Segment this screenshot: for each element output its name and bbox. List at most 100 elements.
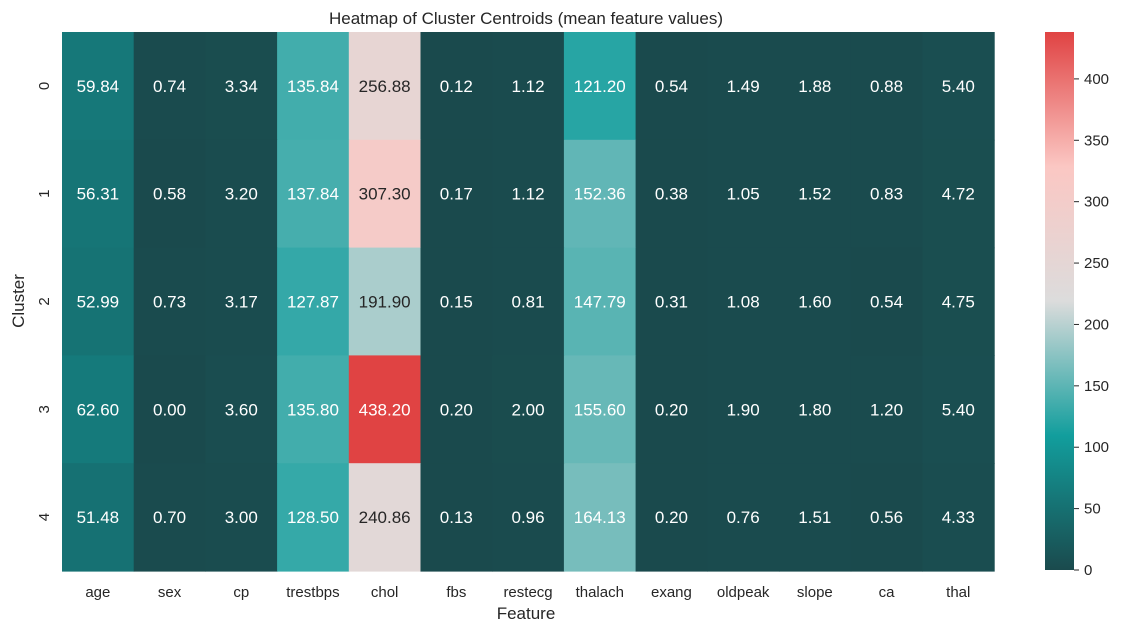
heatmap-cell xyxy=(420,463,493,572)
cell-value-label: 127.87 xyxy=(287,293,339,312)
y-tick-label: 1 xyxy=(36,190,53,198)
heatmap-cell xyxy=(779,463,852,572)
cell-value-label: 1.88 xyxy=(798,77,831,96)
heatmap-cell xyxy=(420,32,493,141)
heatmap-cell xyxy=(492,463,565,572)
cell-value-label: 0.12 xyxy=(440,77,473,96)
heatmap-cell xyxy=(850,32,923,141)
x-tick-label: sex xyxy=(158,584,182,601)
cell-value-label: 0.38 xyxy=(655,185,688,204)
cell-value-label: 4.33 xyxy=(942,508,975,527)
cell-value-label: 0.70 xyxy=(153,508,186,527)
heatmap-cell xyxy=(133,139,206,249)
heatmap-cell xyxy=(133,247,206,356)
cell-value-label: 240.86 xyxy=(359,508,411,527)
cell-value-label: 1.12 xyxy=(512,185,545,204)
heatmap-cell xyxy=(62,139,135,249)
cell-value-label: 147.79 xyxy=(574,293,626,312)
cell-value-label: 62.60 xyxy=(77,400,120,419)
heatmap-cell xyxy=(348,355,422,464)
cell-value-label: 152.36 xyxy=(574,185,626,204)
cell-value-label: 0.76 xyxy=(727,508,760,527)
cell-value-label: 0.88 xyxy=(870,77,903,96)
x-tick-label: exang xyxy=(651,584,692,601)
x-tick-label: fbs xyxy=(446,584,466,601)
cell-value-label: 0.83 xyxy=(870,185,903,204)
cell-value-label: 135.84 xyxy=(287,77,339,96)
y-tick-label: 4 xyxy=(36,513,53,521)
heatmap-cell xyxy=(277,139,350,249)
heatmap-cell xyxy=(850,355,923,464)
cell-value-label: 3.00 xyxy=(225,508,258,527)
heatmap-cell xyxy=(133,32,206,141)
heatmap-cell xyxy=(205,355,278,464)
x-tick-label: chol xyxy=(371,584,399,601)
cell-value-label: 0.20 xyxy=(655,400,688,419)
heatmap-cell xyxy=(635,139,708,249)
heatmap-cell xyxy=(707,355,780,464)
heatmap-cell xyxy=(563,463,637,572)
cell-value-label: 1.05 xyxy=(727,185,760,204)
heatmap-cell xyxy=(922,247,995,356)
cell-value-label: 3.20 xyxy=(225,185,258,204)
x-tick-label: restecg xyxy=(503,584,552,601)
x-tick-labels: age sex cp trestbps chol fbs restecg thalach exa… xyxy=(85,584,970,601)
heatmap-cell xyxy=(277,463,350,572)
heatmap-cell xyxy=(635,463,708,572)
cell-value-label: 51.48 xyxy=(77,508,120,527)
x-axis-label: Feature xyxy=(497,604,556,623)
cell-value-label: 0.58 xyxy=(153,185,186,204)
x-tick-label: cp xyxy=(233,584,249,601)
colorbar-tick-label: 300 xyxy=(1084,194,1109,211)
heatmap-cell xyxy=(922,139,995,249)
cell-value-label: 256.88 xyxy=(359,77,411,96)
heatmap-cell xyxy=(205,32,278,141)
cell-value-label: 0.54 xyxy=(870,293,903,312)
x-tick-label: thal xyxy=(946,584,970,601)
cell-value-label: 5.40 xyxy=(942,400,975,419)
cell-value-label: 155.60 xyxy=(574,400,626,419)
colorbar: 0 50 100 150 200 250 300 350 400 xyxy=(1045,32,1109,579)
cell-value-label: 52.99 xyxy=(77,293,120,312)
heatmap-cell xyxy=(62,32,135,141)
cell-value-label: 0.73 xyxy=(153,293,186,312)
cell-value-label: 1.52 xyxy=(798,185,831,204)
heatmap-cell xyxy=(348,32,422,141)
heatmap-cell xyxy=(277,247,350,356)
heatmap-cell xyxy=(779,139,852,249)
heatmap-cell xyxy=(492,355,565,464)
y-tick-label: 0 xyxy=(36,82,53,90)
heatmap-cell xyxy=(563,247,637,356)
heatmap-cell xyxy=(205,247,278,356)
cell-value-label: 0.56 xyxy=(870,508,903,527)
heatmap-cell xyxy=(348,139,422,249)
cell-value-label: 121.20 xyxy=(574,77,626,96)
heatmap-cell xyxy=(348,247,422,356)
heatmap-cell xyxy=(850,139,923,249)
heatmap-cell xyxy=(133,463,206,572)
colorbar-tick-label: 400 xyxy=(1084,71,1109,88)
heatmap-cell xyxy=(563,355,637,464)
cell-value-label: 0.15 xyxy=(440,293,473,312)
cell-value-label: 0.96 xyxy=(512,508,545,527)
cell-value-label: 1.12 xyxy=(512,77,545,96)
heatmap-cell xyxy=(635,32,708,141)
cell-value-label: 3.60 xyxy=(225,400,258,419)
cell-value-label: 1.49 xyxy=(727,77,760,96)
heatmap-cell xyxy=(563,32,637,141)
heatmap-cell xyxy=(707,463,780,572)
cell-value-label: 5.40 xyxy=(942,77,975,96)
cell-value-label: 1.20 xyxy=(870,400,903,419)
cell-value-label: 1.51 xyxy=(798,508,831,527)
cell-value-label: 59.84 xyxy=(77,77,120,96)
heatmap-cell xyxy=(922,463,995,572)
cell-value-label: 307.30 xyxy=(359,185,411,204)
heatmap-cell xyxy=(707,139,780,249)
cell-value-label: 0.00 xyxy=(153,400,186,419)
heatmap-cell xyxy=(277,355,350,464)
heatmap-cell xyxy=(277,32,350,141)
colorbar-tick-label: 350 xyxy=(1084,132,1109,149)
cell-value-label: 0.74 xyxy=(153,77,186,96)
cell-value-label: 135.80 xyxy=(287,400,339,419)
